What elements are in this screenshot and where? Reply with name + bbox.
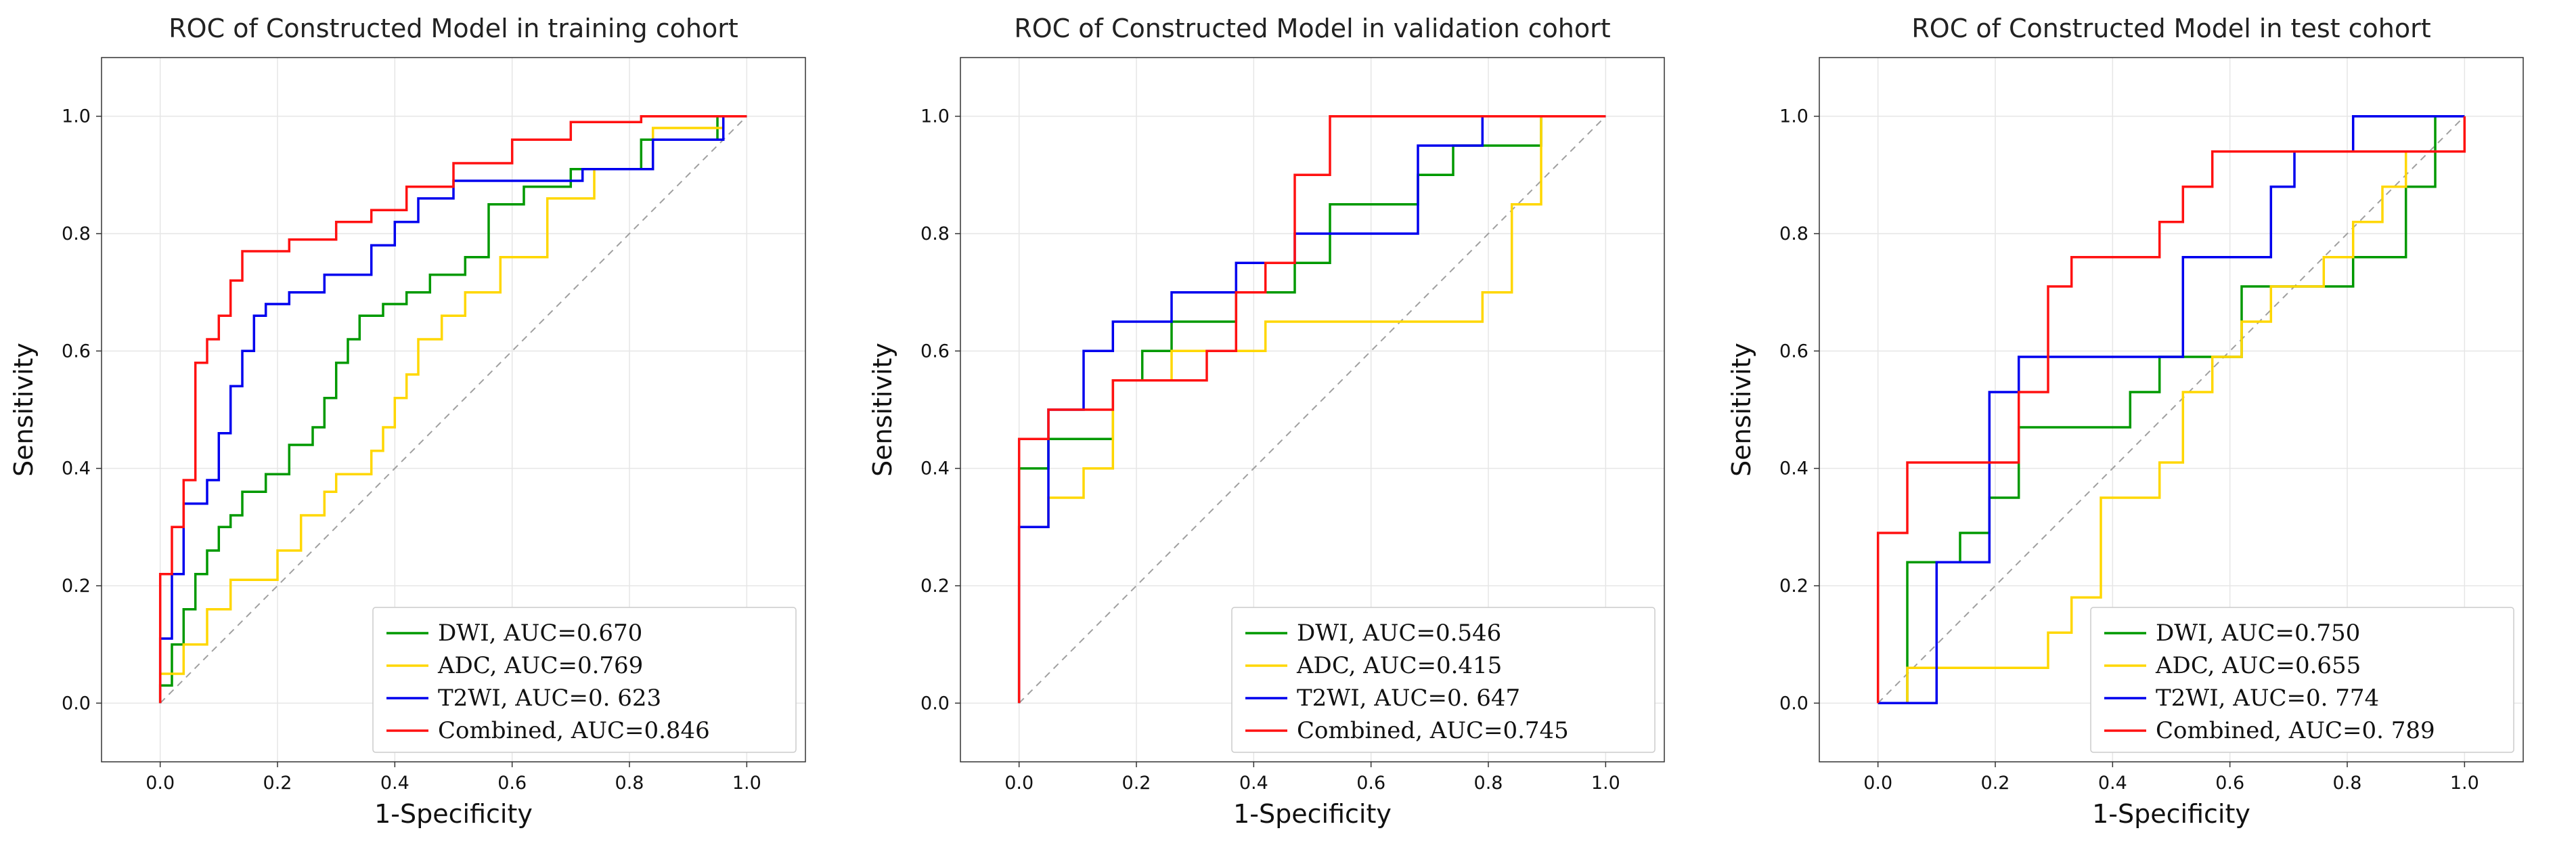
legend-label-dwi: DWI, AUC=0.670 [438,620,642,647]
x-tick-label: 0.6 [1356,773,1385,794]
x-axis-label: 1-Specificity [374,799,533,829]
chance-diagonal-line [1877,115,2466,704]
roc-line-combined [1017,114,1606,704]
roc-line-combined [158,114,747,704]
y-tick-label: 0.8 [1779,223,1808,244]
legend-label-combined: Combined, AUC=0. 789 [2156,717,2435,744]
y-tick-label: 1.0 [62,106,91,127]
legend-box [2090,607,2514,753]
y-tick-label: 0.2 [1779,576,1808,597]
x-tick-label: 0.4 [1239,773,1268,794]
y-tick-label: 0.8 [62,223,91,244]
x-tick-label: 0.4 [2098,773,2127,794]
roc-panel-validation: ROC of Constructed Model in validation c… [868,14,1665,829]
legend: DWI, AUC=0.546 ADC, AUC=0.415 T2WI, AUC=0.… [1231,607,1656,753]
y-tick-label: 1.0 [920,106,950,127]
legend-label-adc: ADC, AUC=0.415 [1296,652,1502,679]
legend-label-t2wi: T2WI, AUC=0. 774 [2156,685,2379,712]
x-tick-label: 0.0 [1863,773,1892,794]
x-tick-label: 0.4 [380,773,409,794]
chance-diagonal-line [1018,115,1607,704]
y-tick-label: 0.4 [920,458,950,479]
x-tick-label: 0.0 [1004,773,1034,794]
x-axis-label: 1-Specificity [1233,799,1392,829]
roc-line-dwi [1878,114,2465,705]
chart-title: ROC of Constructed Model in training coh… [169,14,738,43]
plot-frame [960,57,1665,762]
grid [102,58,805,762]
legend-label-t2wi: T2WI, AUC=0. 647 [1297,685,1520,712]
plot-frame [101,57,806,762]
x-tick-label: 1.0 [732,773,761,794]
y-tick-label: 0.0 [920,693,950,714]
roc-panel-training: ROC of Constructed Model in training coh… [9,14,806,829]
y-axis-label: Sensitivity [1727,343,1756,477]
x-tick-label: 1.0 [2450,773,2479,794]
y-tick-label: 0.6 [920,341,950,362]
x-tick-label: 0.8 [2333,773,2362,794]
y-tick-label: 0.4 [62,458,91,479]
legend-label-adc: ADC, AUC=0.769 [437,652,643,679]
x-tick-label: 0.6 [497,773,527,794]
x-tick-label: 0.2 [1122,773,1151,794]
roc-line-dwi [158,114,747,704]
y-tick-label: 0.6 [62,341,91,362]
y-tick-label: 0.8 [920,223,950,244]
legend: DWI, AUC=0.750 ADC, AUC=0.655 T2WI, AUC=0.… [2090,607,2514,753]
y-axis-label: Sensitivity [868,343,897,477]
legend-label-combined: Combined, AUC=0.846 [438,717,710,744]
chance-diagonal-line [159,115,748,704]
roc-panel-test: ROC of Constructed Model in test cohort 0… [1727,14,2524,829]
x-tick-label: 0.2 [1981,773,2010,794]
legend-label-adc: ADC, AUC=0.655 [2155,652,2361,679]
y-tick-label: 0.2 [62,576,91,597]
x-tick-label: 0.8 [615,773,644,794]
y-tick-label: 0.2 [920,576,950,597]
legend-label-combined: Combined, AUC=0.745 [1297,717,1569,744]
y-tick-label: 0.0 [62,693,91,714]
legend-box [1231,607,1656,753]
chart-title: ROC of Constructed Model in validation c… [1014,14,1610,43]
plot-frame [1819,57,2524,762]
legend-label-dwi: DWI, AUC=0.546 [1297,620,1501,647]
chart-title: ROC of Constructed Model in test cohort [1911,14,2430,43]
legend: DWI, AUC=0.670 ADC, AUC=0.769 T2WI, AUC=0.… [372,607,797,753]
x-tick-label: 0.8 [1474,773,1503,794]
y-tick-label: 0.6 [1779,341,1808,362]
y-tick-label: 0.4 [1779,458,1808,479]
x-axis-label: 1-Specificity [2092,799,2250,829]
roc-line-adc [158,114,747,704]
roc-line-t2wi [158,114,747,704]
x-tick-label: 1.0 [1591,773,1620,794]
x-tick-label: 0.6 [2215,773,2244,794]
roc-line-adc [1878,116,2466,705]
roc-line-combined [1876,116,2466,704]
legend-label-t2wi: T2WI, AUC=0. 623 [438,685,661,712]
x-tick-label: 0.0 [146,773,175,794]
y-axis-label: Sensitivity [9,343,39,477]
legend-box [372,607,797,753]
y-tick-label: 0.0 [1779,693,1808,714]
x-tick-label: 0.2 [263,773,292,794]
y-tick-label: 1.0 [1779,106,1808,127]
legend-label-dwi: DWI, AUC=0.750 [2156,620,2360,647]
